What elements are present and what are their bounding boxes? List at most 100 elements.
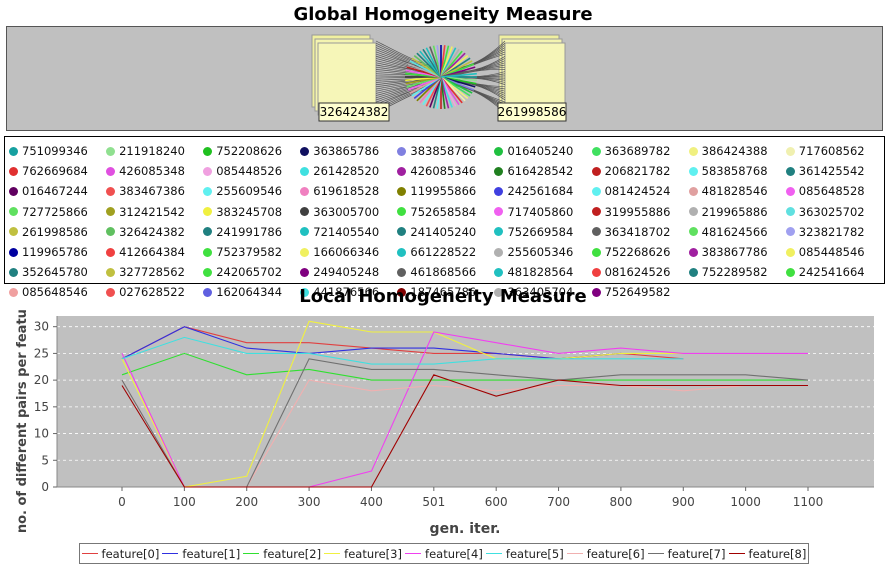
legend-item: 752268626 (591, 242, 689, 262)
legend-dot-icon (9, 227, 18, 237)
legend-label: 187465786 (410, 285, 477, 300)
legend-dot-icon (591, 247, 601, 257)
legend-dot-icon (397, 166, 407, 176)
legend-item: 721405540 (300, 222, 397, 242)
legend-dot-icon (397, 186, 407, 196)
legend-dot-icon (591, 166, 601, 176)
legend-item: 412664384 (106, 242, 203, 262)
legend-item: 386424388 (688, 141, 786, 161)
legend-dot-icon (591, 287, 601, 297)
legend-item: 187465786 (397, 282, 494, 302)
legend-item: 461868566 (397, 262, 494, 282)
legend-label: 383867786 (701, 245, 768, 260)
series-legend-label: feature[2] (263, 546, 322, 561)
legend-label: 162064344 (216, 285, 283, 300)
legend-item: 016467244 (9, 181, 106, 201)
legend-label: 242561684 (507, 184, 574, 199)
legend-item: 481828546 (688, 181, 786, 201)
legend-dot-icon (397, 207, 407, 217)
series-legend-label: feature[0] (101, 546, 160, 561)
legend-item: 752658584 (397, 202, 494, 222)
global-graph: 326424382 261998586 (311, 34, 567, 122)
legend-dot-icon (494, 227, 504, 237)
x-tick-label: 700 (547, 495, 570, 509)
legend-label: 241405240 (410, 224, 477, 239)
legend-label: 363405704 (507, 285, 574, 300)
legend-item: 327728562 (106, 262, 203, 282)
legend-dot-icon (591, 207, 601, 217)
legend-label: 016405240 (507, 144, 574, 159)
x-tick-label: 0 (118, 495, 126, 509)
y-tick-label: 15 (34, 400, 49, 414)
legend-dot-icon (300, 146, 310, 156)
legend-label: 312421542 (119, 204, 185, 219)
legend-item: 085648528 (785, 181, 883, 201)
legend-item: 085448546 (785, 242, 883, 262)
series-line-feature-2 (121, 352, 808, 381)
legend-label: 412664384 (119, 245, 185, 260)
legend-item: 211918240 (106, 141, 203, 161)
legend-item: 762669684 (9, 161, 106, 181)
legend-label: 717405860 (507, 204, 574, 219)
legend-item: 312421542 (106, 202, 203, 222)
legend-dot-icon (106, 186, 116, 196)
right-node-label-box (497, 102, 567, 122)
local-homogeneity-chart: 0 5 10 15 20 25 30 0 100 200 300 400 501 600 700 800 90… (15, 308, 874, 537)
legend-item: 752379582 (203, 242, 300, 262)
legend-dot-icon (785, 186, 795, 196)
legend-dot-icon (9, 287, 18, 297)
legend-label: 081424524 (604, 184, 671, 199)
series-line-swatch-icon (81, 553, 98, 554)
legend-label: 242541664 (798, 265, 865, 280)
node-legend: 751099346 211918240 752208626 363865786 3838… (4, 136, 885, 299)
legend-label: 752289582 (701, 265, 768, 280)
legend-item: 119955866 (397, 181, 494, 201)
legend-label: 319955886 (604, 204, 671, 219)
legend-dot-icon (106, 287, 116, 297)
legend-item: 717608562 (785, 141, 883, 161)
legend-dot-icon (494, 247, 504, 257)
series-legend-item: feature[4] (405, 547, 483, 561)
legend-dot-icon (106, 267, 116, 277)
legend-item: 242561684 (494, 181, 591, 201)
series-legend-label: feature[8] (748, 546, 807, 561)
legend-dot-icon (785, 227, 795, 237)
legend-dot-icon (300, 186, 310, 196)
legend-dot-icon (203, 186, 213, 196)
legend-dot-icon (688, 166, 698, 176)
legend-dot-icon (203, 287, 213, 297)
legend-dot-icon (203, 166, 213, 176)
y-axis-label: no. of different pairs per feature (15, 308, 30, 533)
legend-item: 162064344 (203, 282, 300, 302)
x-tick-label: 100 (173, 495, 196, 509)
legend-item: 583858768 (688, 161, 786, 181)
legend-dot-icon (688, 247, 698, 257)
series-line-feature-1 (121, 326, 621, 360)
series-legend-item: feature[2] (243, 547, 321, 561)
legend-item: 261998586 (9, 222, 106, 242)
local-chart-title: Local Homogeneity Measure (299, 286, 587, 307)
legend-dot-icon (688, 186, 698, 196)
y-tick-label: 0 (41, 480, 49, 494)
x-tick-label: 1000 (730, 495, 761, 509)
graph-edges (375, 40, 506, 114)
legend-dot-icon (785, 166, 795, 176)
series-legend-item: feature[6] (566, 547, 645, 561)
series-legend-item: feature[3] (324, 547, 402, 561)
legend-item: 255605346 (494, 242, 591, 262)
legend-label: 016467244 (22, 184, 88, 199)
legend-item: 119965786 (9, 242, 106, 262)
legend-dot-icon (106, 166, 116, 176)
legend-label: 261998586 (22, 224, 88, 239)
legend-dot-icon (494, 146, 504, 156)
legend-item: 261428520 (300, 161, 397, 181)
legend-dot-icon (106, 227, 116, 237)
legend-dot-icon (9, 186, 18, 196)
legend-dot-icon (203, 207, 213, 217)
legend-dot-icon (300, 287, 310, 297)
legend-item: 426085346 (397, 161, 494, 181)
legend-label: 326424382 (119, 224, 185, 239)
series-line-feature-8 (121, 374, 808, 488)
legend-dot-icon (688, 267, 698, 277)
legend-dot-icon (300, 267, 310, 277)
